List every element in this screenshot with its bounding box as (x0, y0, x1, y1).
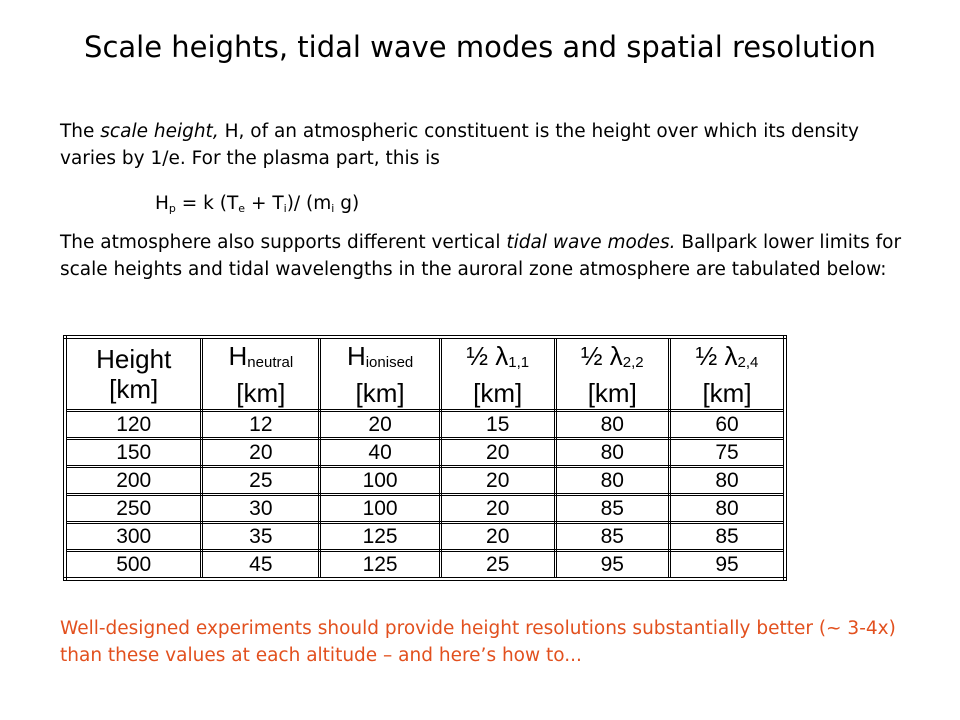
header-unit: [km] (473, 377, 523, 408)
header-sub: 2,2 (622, 353, 644, 371)
subscript: e (238, 202, 246, 215)
data-cell: 100 (318, 465, 442, 496)
intro-paragraph: The scale height, H, of an atmospheric c… (60, 118, 910, 172)
data-cell: 80 (553, 409, 672, 440)
data-cell: 95 (668, 549, 787, 581)
data-cell: 200 (63, 465, 204, 496)
data-row: 150 20 40 20 80 75 (63, 437, 787, 468)
data-row: 200 25 100 20 80 80 (63, 465, 787, 496)
text: = k (T (175, 193, 239, 214)
header-main: H (346, 340, 366, 371)
data-row: 500 45 125 25 95 95 (63, 549, 787, 581)
data-cell: 25 (438, 549, 557, 581)
data-cell: 12 (200, 409, 322, 440)
header-unit: [km] (355, 377, 405, 408)
data-cell: 80 (668, 465, 787, 496)
data-cell: 20 (438, 437, 557, 468)
data-cell: 300 (63, 521, 204, 552)
subscript: i (283, 202, 287, 215)
text: tidal wave modes. (506, 232, 676, 253)
data-cell: 20 (318, 409, 442, 440)
data-cell: 250 (63, 493, 204, 524)
header-cell: Hionised [km] (318, 335, 442, 412)
data-cell: 20 (200, 437, 322, 468)
data-cell: 125 (318, 521, 442, 552)
header-unit: [km] (109, 374, 159, 404)
data-cell: 20 (438, 521, 557, 552)
header-main: Height (96, 344, 172, 374)
subscript: p (168, 202, 176, 215)
data-cell: 30 (200, 493, 322, 524)
header-main: ½ λ (695, 340, 738, 371)
header-cell: Height [km] (63, 335, 204, 412)
text: H (155, 193, 169, 214)
header-sub: 2,4 (737, 353, 759, 371)
header-cell: ½ λ1,1 [km] (438, 335, 557, 412)
header-cell: ½ λ2,4 [km] (668, 335, 787, 412)
data-cell: 125 (318, 549, 442, 581)
header-unit: [km] (236, 377, 286, 408)
data-cell: 35 (200, 521, 322, 552)
header-sub: neutral (247, 353, 294, 371)
data-cell: 120 (63, 409, 204, 440)
data-row: 250 30 100 20 85 80 (63, 493, 787, 524)
header-main: ½ λ (466, 340, 509, 371)
data-cell: 100 (318, 493, 442, 524)
data-cell: 80 (668, 493, 787, 524)
header-unit: [km] (702, 377, 752, 408)
data-cell: 85 (553, 521, 672, 552)
modes-paragraph: The atmosphere also supports different v… (60, 229, 910, 283)
header-main: ½ λ (580, 340, 623, 371)
data-cell: 75 (668, 437, 787, 468)
text: + T (245, 193, 284, 214)
data-cell: 150 (63, 437, 204, 468)
data-cell: 25 (200, 465, 322, 496)
data-cell: 80 (553, 437, 672, 468)
text: g) (334, 193, 360, 214)
header-sub: ionised (365, 353, 414, 371)
data-cell: 500 (63, 549, 204, 581)
text: scale height, (100, 121, 219, 142)
header-cell: Hneutral [km] (200, 335, 322, 412)
data-cell: 80 (553, 465, 672, 496)
data-cell: 20 (438, 493, 557, 524)
data-table: Height [km] Hneutral [km] Hionised [km] ½ λ1,1… (63, 335, 787, 581)
text: )/ (m (286, 193, 332, 214)
conclusion: Well-designed experiments should provide… (60, 618, 896, 666)
data-row: 300 35 125 20 85 85 (63, 521, 787, 552)
text: The (60, 121, 101, 142)
text: Ballpark lower limits for scale heights … (60, 232, 902, 280)
text: H, of an atmospheric constituent is the … (60, 121, 859, 169)
subscript: i (331, 202, 335, 215)
header-sub: 1,1 (508, 353, 530, 371)
data-cell: 15 (438, 409, 557, 440)
data-row: 120 12 20 15 80 60 (63, 409, 787, 440)
data-cell: 60 (668, 409, 787, 440)
data-cell: 85 (668, 521, 787, 552)
data-cell: 85 (553, 493, 672, 524)
formula: Hp = k (Te + Ti)/ (mi g) (155, 190, 960, 222)
header-row: Height [km] Hneutral [km] Hionised [km] ½ λ1,1… (63, 335, 787, 412)
text: The atmosphere also supports different v… (60, 232, 507, 253)
data-cell: 40 (318, 437, 442, 468)
header-main: H (228, 340, 248, 371)
data-cell: 20 (438, 465, 557, 496)
header-cell: ½ λ2,2 [km] (553, 335, 672, 412)
data-cell: 45 (200, 549, 322, 581)
data-cell: 95 (553, 549, 672, 581)
header-unit: [km] (587, 377, 637, 408)
title: Scale heights, tidal wave modes and spat… (84, 30, 876, 64)
